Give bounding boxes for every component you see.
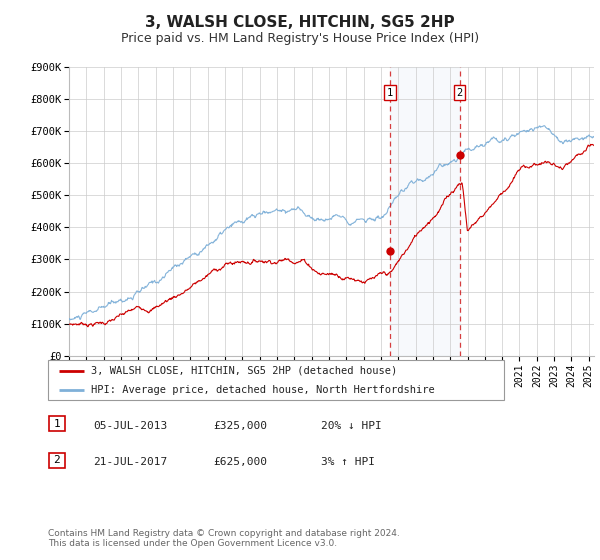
Text: 3, WALSH CLOSE, HITCHIN, SG5 2HP: 3, WALSH CLOSE, HITCHIN, SG5 2HP: [145, 15, 455, 30]
Text: £625,000: £625,000: [213, 457, 267, 467]
Text: 1: 1: [387, 88, 393, 98]
Text: 2: 2: [457, 88, 463, 98]
Text: Price paid vs. HM Land Registry's House Price Index (HPI): Price paid vs. HM Land Registry's House …: [121, 31, 479, 45]
Text: £325,000: £325,000: [213, 421, 267, 431]
Bar: [390, 67, 460, 356]
Text: 20% ↓ HPI: 20% ↓ HPI: [321, 421, 382, 431]
Text: 3% ↑ HPI: 3% ↑ HPI: [321, 457, 375, 467]
Text: Contains HM Land Registry data © Crown copyright and database right 2024.
This d: Contains HM Land Registry data © Crown c…: [48, 529, 400, 548]
FancyBboxPatch shape: [49, 452, 65, 468]
FancyBboxPatch shape: [48, 360, 504, 400]
Text: 05-JUL-2013: 05-JUL-2013: [93, 421, 167, 431]
Text: 2: 2: [53, 455, 61, 465]
Text: 21-JUL-2017: 21-JUL-2017: [93, 457, 167, 467]
Text: HPI: Average price, detached house, North Hertfordshire: HPI: Average price, detached house, Nort…: [91, 385, 435, 394]
Text: 1: 1: [53, 419, 61, 429]
Text: 3, WALSH CLOSE, HITCHIN, SG5 2HP (detached house): 3, WALSH CLOSE, HITCHIN, SG5 2HP (detach…: [91, 366, 398, 376]
FancyBboxPatch shape: [49, 416, 65, 431]
